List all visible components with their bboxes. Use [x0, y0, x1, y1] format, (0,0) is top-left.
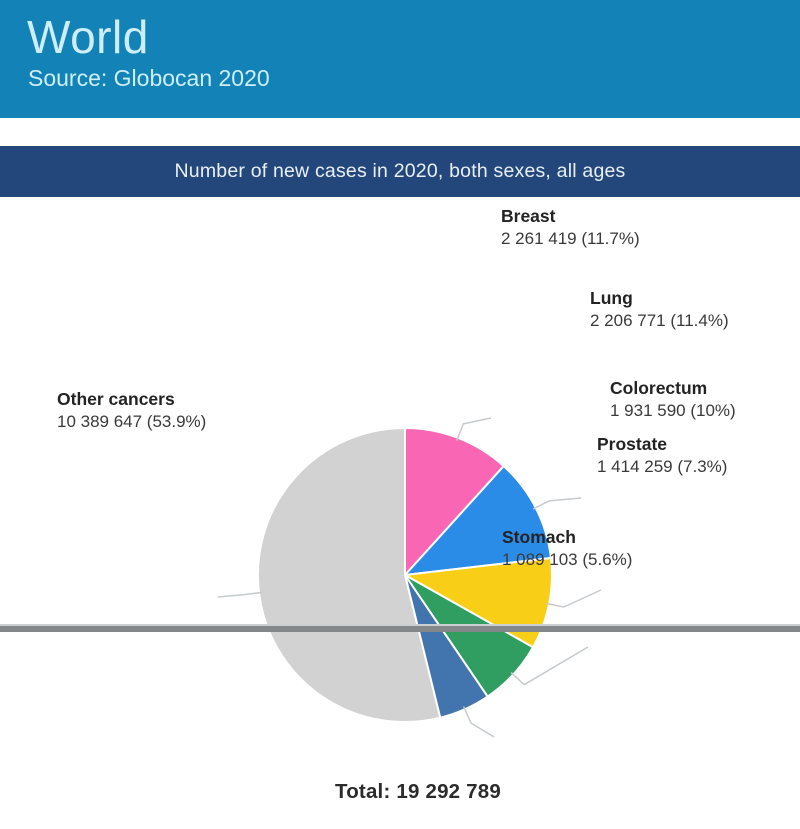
region-title: World	[27, 11, 149, 63]
leader-line-colorectum	[546, 589, 602, 608]
header: World Source: Globocan 2020	[0, 0, 800, 118]
slice-name: Lung	[590, 288, 633, 308]
source-label: Source: Globocan 2020	[28, 64, 270, 91]
slice-value: 1 931 590 (10%)	[610, 400, 736, 420]
globocan-infographic: World Source: Globocan 2020 Number of ne…	[0, 0, 800, 803]
slice-label-lung: Lung 2 206 771 (11.4%)	[590, 288, 729, 331]
leader-line-prostate	[510, 646, 589, 686]
pie-slice-breast	[404, 427, 505, 576]
pie-slice-stomach	[404, 574, 489, 719]
slice-value: 2 261 419 (11.7%)	[501, 228, 640, 248]
subtitle-text: Number of new cases in 2020, both sexes,…	[174, 160, 626, 182]
slice-name: Stomach	[502, 527, 576, 547]
bottom-edge	[0, 624, 800, 632]
slice-value: 1 414 259 (7.3%)	[597, 456, 728, 476]
slice-label-stomach: Stomach 1 089 103 (5.6%)	[502, 527, 632, 570]
slice-name: Colorectum	[610, 378, 708, 398]
leader-line-stomach	[462, 706, 495, 738]
slice-value: 10 389 647 (53.9%)	[57, 411, 207, 431]
total-label: Total: 19 292 789	[335, 780, 501, 803]
slice-value: 1 089 103 (5.6%)	[502, 549, 633, 569]
subtitle-banner: Number of new cases in 2020, both sexes,…	[0, 146, 800, 197]
slice-label-breast: Breast 2 261 419 (11.7%)	[501, 206, 640, 249]
slice-name: Prostate	[597, 434, 668, 454]
slice-value: 2 206 771 (11.4%)	[590, 310, 729, 330]
chart-area: Breast 2 261 419 (11.7%) Lung 2 206 771 (11…	[0, 197, 800, 803]
slice-label-other-cancers: Other cancers 10 389 647 (53.9%)	[57, 389, 206, 432]
pie-slice-prostate	[404, 574, 534, 698]
slice-name: Other cancers	[57, 389, 175, 409]
leader-line-breast	[456, 417, 492, 441]
pie-slice-other-cancers	[256, 427, 442, 723]
leader-line-lung	[532, 497, 582, 510]
pie-slice-colorectum	[404, 557, 553, 649]
slice-name: Breast	[501, 206, 556, 226]
slice-label-colorectum: Colorectum 1 931 590 (10%)	[610, 378, 736, 421]
slice-label-prostate: Prostate 1 414 259 (7.3%)	[597, 434, 727, 477]
leader-line-other-cancers	[217, 591, 263, 598]
